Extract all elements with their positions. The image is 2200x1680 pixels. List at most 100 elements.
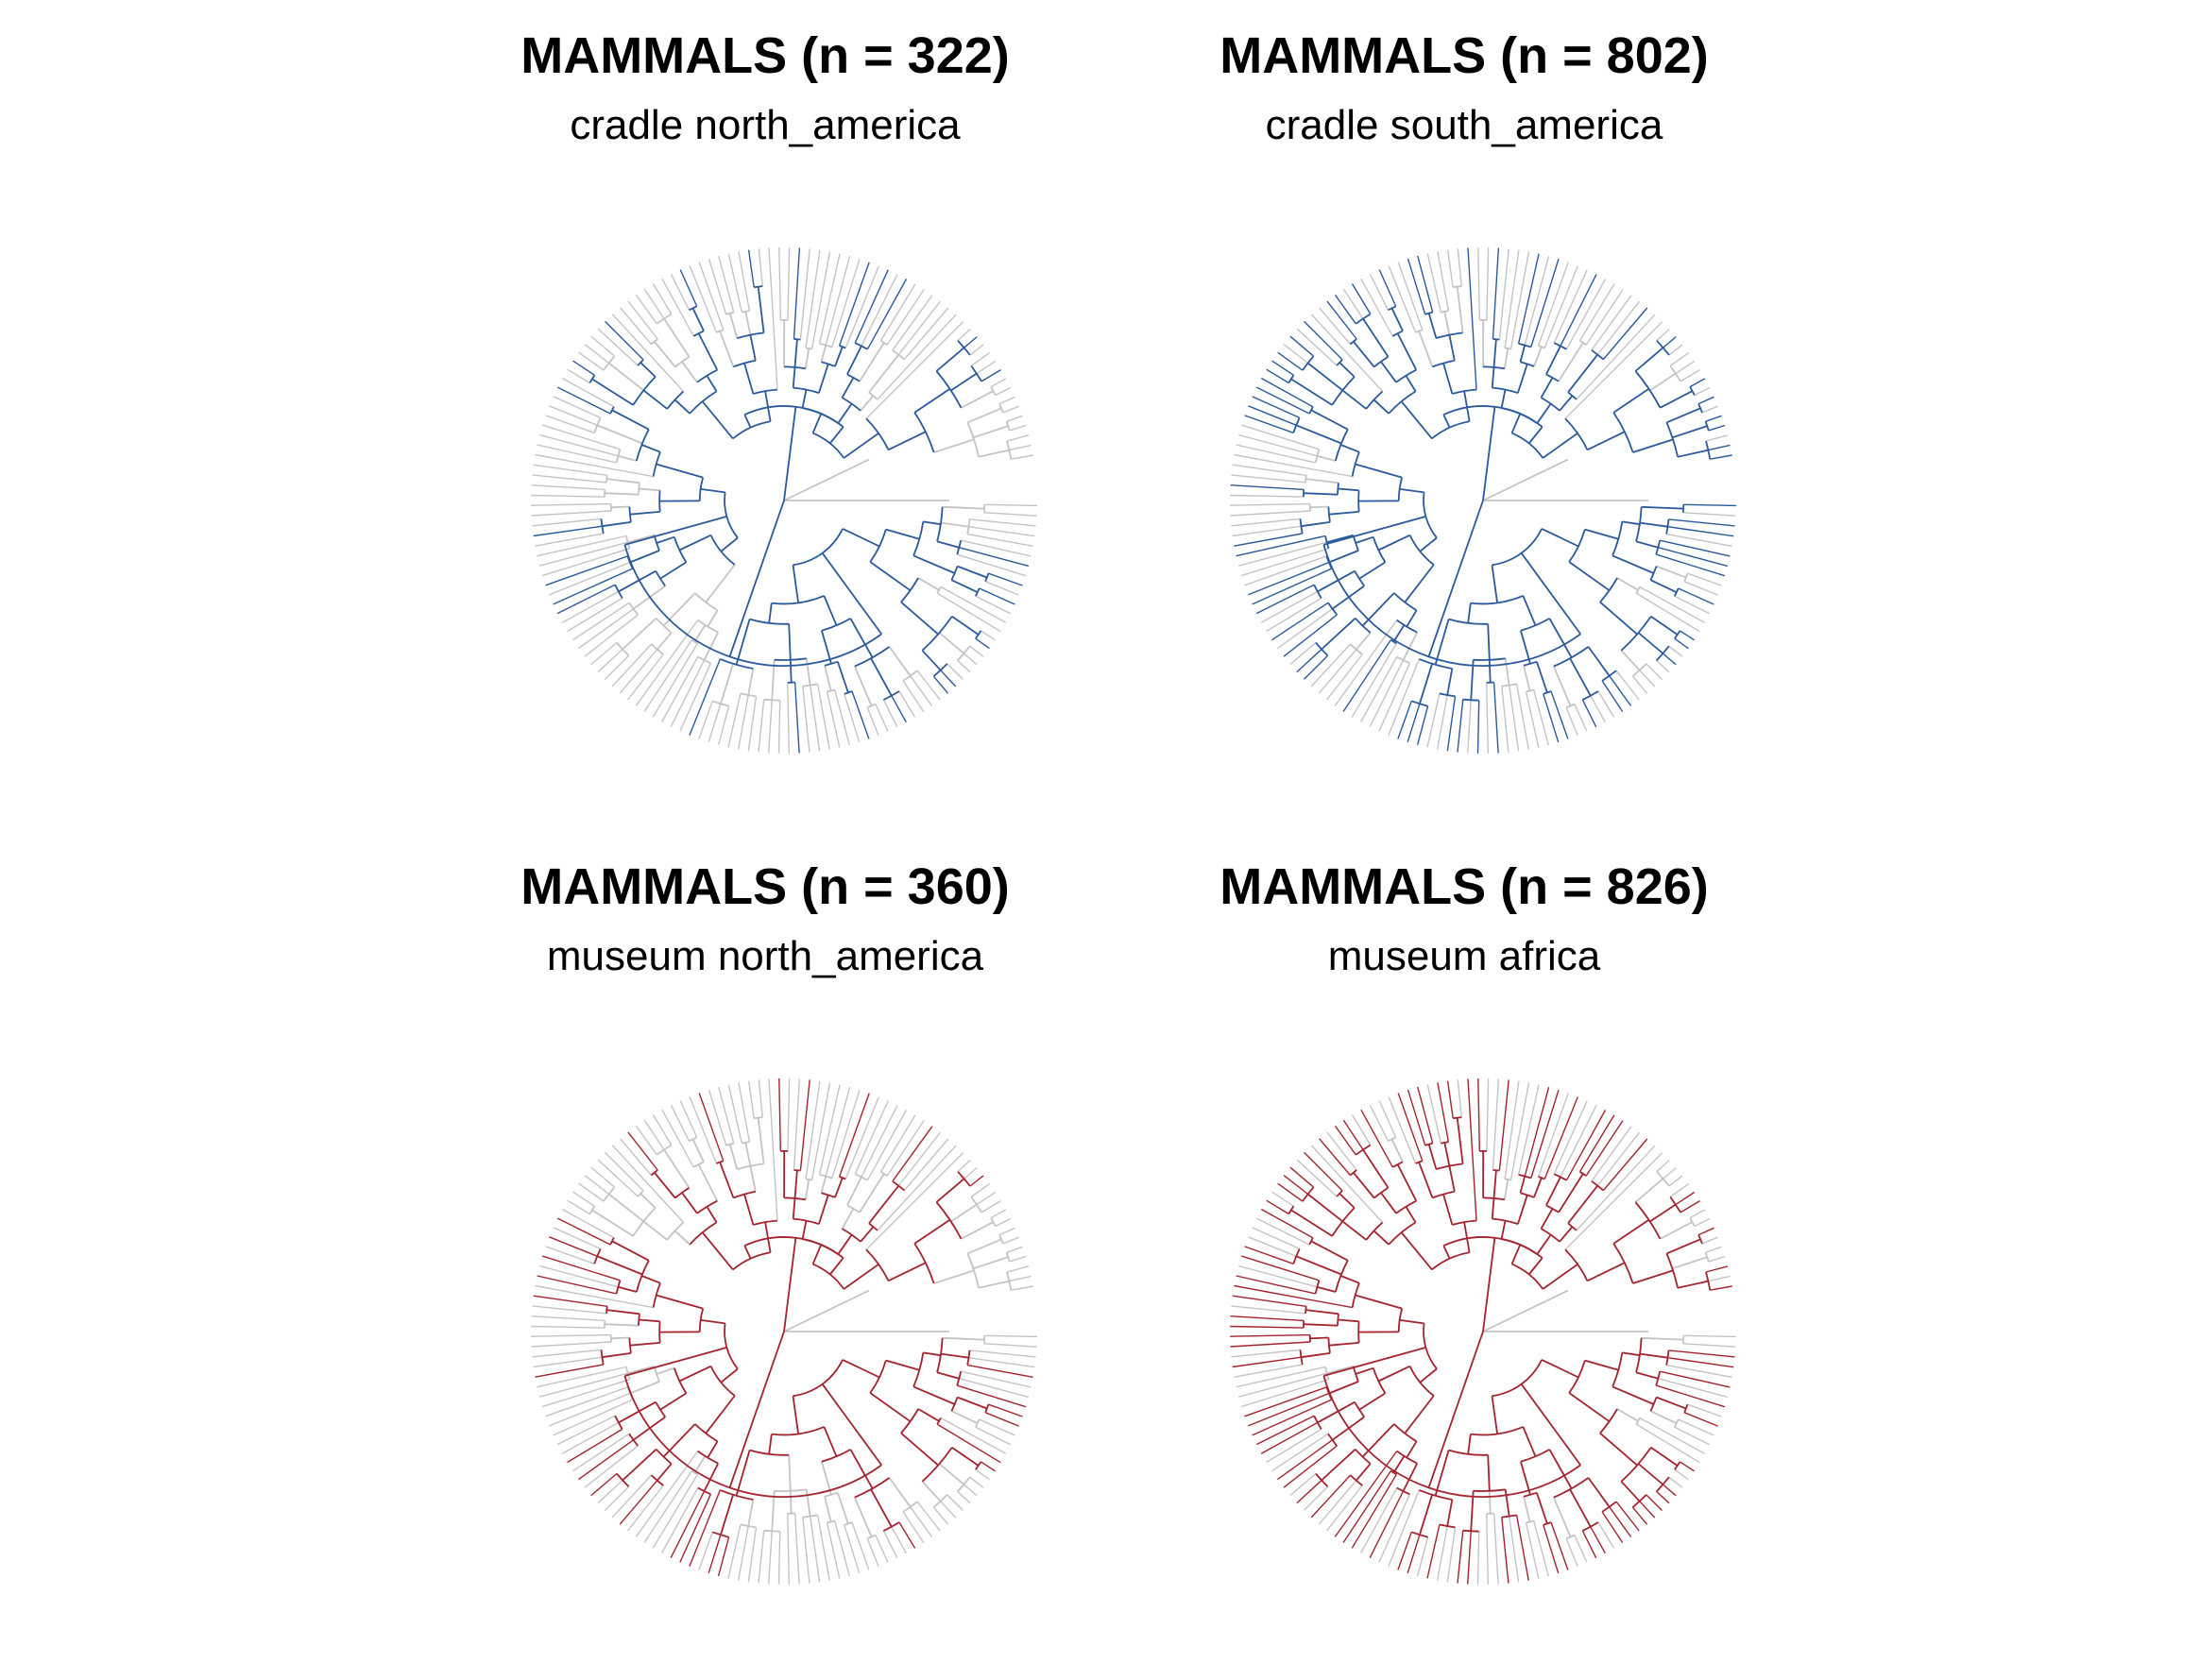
node-arc <box>1372 536 1387 563</box>
tip-branch-47 <box>661 278 694 337</box>
node-arc <box>1372 1367 1387 1394</box>
tip-branch-39 <box>738 1082 751 1143</box>
node-arc <box>1299 518 1304 535</box>
node-arc <box>821 361 836 367</box>
node-arc <box>652 451 661 477</box>
tip-branch-14 <box>1656 328 1670 342</box>
node-arc <box>1395 368 1417 383</box>
tip-branch-34 <box>1486 247 1490 320</box>
tip-branch-70 <box>1232 1295 1306 1307</box>
branch <box>869 1392 912 1422</box>
branch <box>842 528 880 548</box>
tip-branch-123 <box>1574 704 1588 732</box>
branch <box>1373 1230 1390 1246</box>
branch <box>888 1262 927 1282</box>
branch <box>820 345 827 363</box>
tip-branch-9 <box>1680 369 1700 382</box>
tip-branch-148 <box>1667 526 1734 537</box>
node-arc <box>1314 1280 1321 1295</box>
tip-branch-141 <box>1678 587 1714 605</box>
tip-branch-137 <box>981 1461 996 1472</box>
branch <box>940 521 969 528</box>
tip-branch-87 <box>567 1428 623 1464</box>
tip-branch-151 <box>1683 503 1736 507</box>
tip-branch-46 <box>1369 1104 1390 1142</box>
tip-branch-25 <box>844 265 879 348</box>
tip-branch-132 <box>1646 1494 1663 1511</box>
branch <box>950 372 978 392</box>
node-arc <box>793 1359 844 1398</box>
tip-branch-25 <box>1543 265 1578 348</box>
tip-branch-36 <box>768 1078 778 1221</box>
tip-branch-140 <box>975 1426 1012 1446</box>
node-arc <box>1669 365 1681 382</box>
node-arc <box>709 535 736 566</box>
branch <box>640 1193 657 1209</box>
branch <box>1321 1449 1356 1482</box>
tip-branch-3 <box>1708 1255 1726 1263</box>
tip-branch-60 <box>1266 1199 1289 1215</box>
node-arc <box>913 1243 935 1284</box>
node-arc <box>1634 370 1662 409</box>
branch <box>641 1275 661 1284</box>
branch <box>1650 579 1678 594</box>
tip-branch-113 <box>1486 682 1489 754</box>
branch <box>1491 366 1495 388</box>
branch <box>1545 345 1561 375</box>
branch <box>912 554 956 574</box>
node-arc <box>869 1360 887 1394</box>
tip-branch-27 <box>1530 258 1560 348</box>
branch <box>1339 362 1356 378</box>
tip-branch-64 <box>549 405 598 426</box>
node-arc <box>1354 1401 1365 1418</box>
branch <box>705 564 736 603</box>
node-arc <box>711 1531 729 1538</box>
tip-branch-12 <box>1668 1175 1683 1187</box>
node-arc <box>1355 1144 1372 1156</box>
node-arc <box>749 1449 790 1456</box>
node-arc <box>655 570 666 587</box>
tip-branch-106 <box>1416 705 1429 745</box>
branch <box>657 1463 673 1482</box>
node-arc <box>628 1433 640 1447</box>
tip-branch-148 <box>968 1357 1035 1368</box>
tip-branch-40 <box>727 253 742 313</box>
tip-branch-139 <box>1639 1417 1706 1454</box>
node-arc <box>936 586 942 594</box>
node-arc <box>1292 1248 1301 1264</box>
branch <box>950 1203 978 1223</box>
branch <box>789 1490 793 1514</box>
node-arc <box>1432 1190 1455 1199</box>
tip-branch-114 <box>1492 682 1499 754</box>
tip-branch-87 <box>1266 597 1322 633</box>
node-arc <box>1351 1282 1360 1308</box>
tip-branch-2 <box>1705 1265 1729 1273</box>
panel-subtitle: museum north_america <box>546 933 984 979</box>
tip-branch-22 <box>1565 1110 1607 1181</box>
node-arc <box>846 1204 861 1213</box>
node-arc <box>1612 521 1624 556</box>
tip-branch-73 <box>1230 494 1304 498</box>
tip-branch-147 <box>1666 533 1732 547</box>
tip-branch-86 <box>1260 590 1319 623</box>
tip-branch-9 <box>981 369 1001 382</box>
tip-branch-85 <box>1255 1415 1315 1446</box>
tip-branch-21 <box>1578 283 1615 342</box>
node-arc <box>1393 1423 1418 1443</box>
tip-branch-22 <box>866 1110 908 1181</box>
node-arc <box>1390 1469 1397 1476</box>
branch <box>792 366 796 388</box>
branch <box>1400 1231 1433 1270</box>
branch <box>1404 564 1435 603</box>
node-arc <box>696 368 718 383</box>
branch <box>719 1162 735 1198</box>
tip-branch-90 <box>1283 1445 1338 1488</box>
node-arc <box>936 506 944 542</box>
tip-branch-51 <box>1326 1131 1357 1171</box>
tip-branch-1 <box>1708 1275 1731 1282</box>
branch <box>1503 1179 1509 1200</box>
node-arc <box>720 1489 754 1501</box>
tip-branch-136 <box>975 1468 990 1481</box>
tip-branch-31 <box>805 1080 821 1179</box>
branch <box>917 577 940 591</box>
